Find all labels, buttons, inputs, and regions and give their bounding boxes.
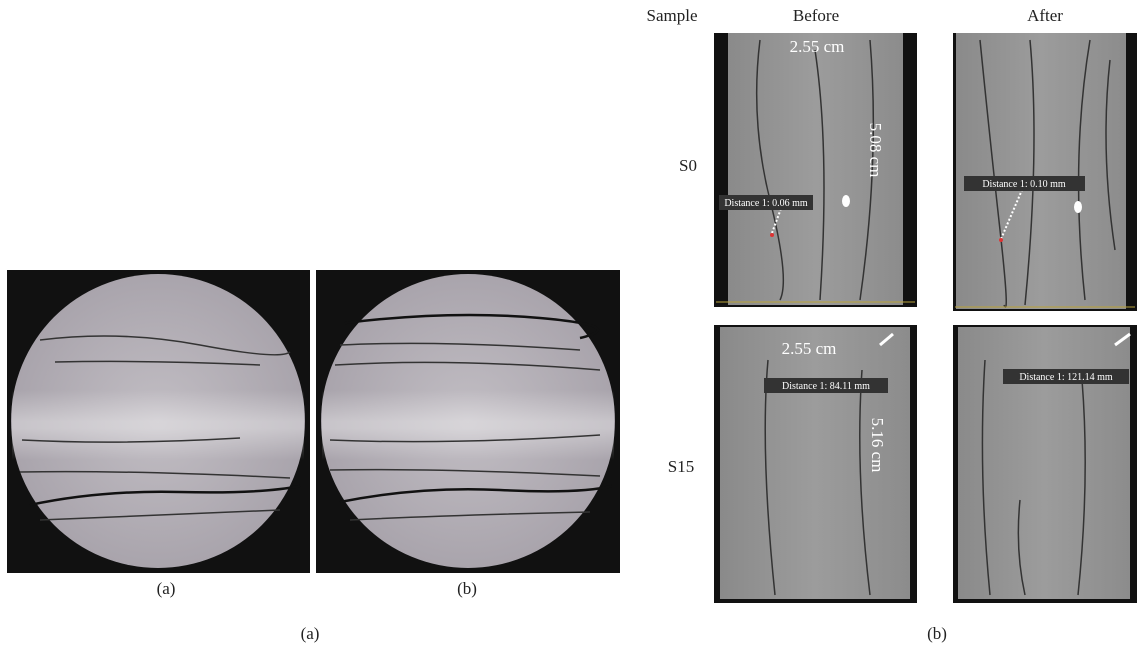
row-label: S15: [668, 457, 694, 476]
caption: (b): [927, 624, 947, 643]
column-header: After: [1027, 6, 1063, 25]
ct-slice-b: [316, 270, 620, 573]
ct-s0-before: [714, 33, 917, 307]
image-label: (a): [157, 579, 176, 598]
measurement-label: Distance 1: 121.14 mm: [1019, 372, 1113, 383]
ct-slice-a: [7, 270, 310, 573]
ct-s0-after: [953, 33, 1137, 311]
image-label: (b): [457, 579, 477, 598]
dimension-label: 2.55 cm: [782, 339, 837, 358]
ct-s15-after: [953, 325, 1137, 603]
column-header: Sample: [647, 6, 698, 25]
dimension-label: 2.55 cm: [790, 37, 845, 56]
column-header: Before: [793, 6, 839, 25]
measurement-label: Distance 1: 0.10 mm: [982, 179, 1066, 190]
caption: (a): [301, 624, 320, 643]
figure: (a) (b) (a) Sample Before After S0 S15 2…: [0, 0, 1144, 648]
measurement-label: Distance 1: 84.11 mm: [782, 381, 870, 392]
row-label: S0: [679, 156, 697, 175]
dimension-label: 5.08 cm: [866, 123, 885, 178]
measurement-label: Distance 1: 0.06 mm: [724, 198, 808, 209]
dimension-label: 5.16 cm: [868, 418, 887, 473]
